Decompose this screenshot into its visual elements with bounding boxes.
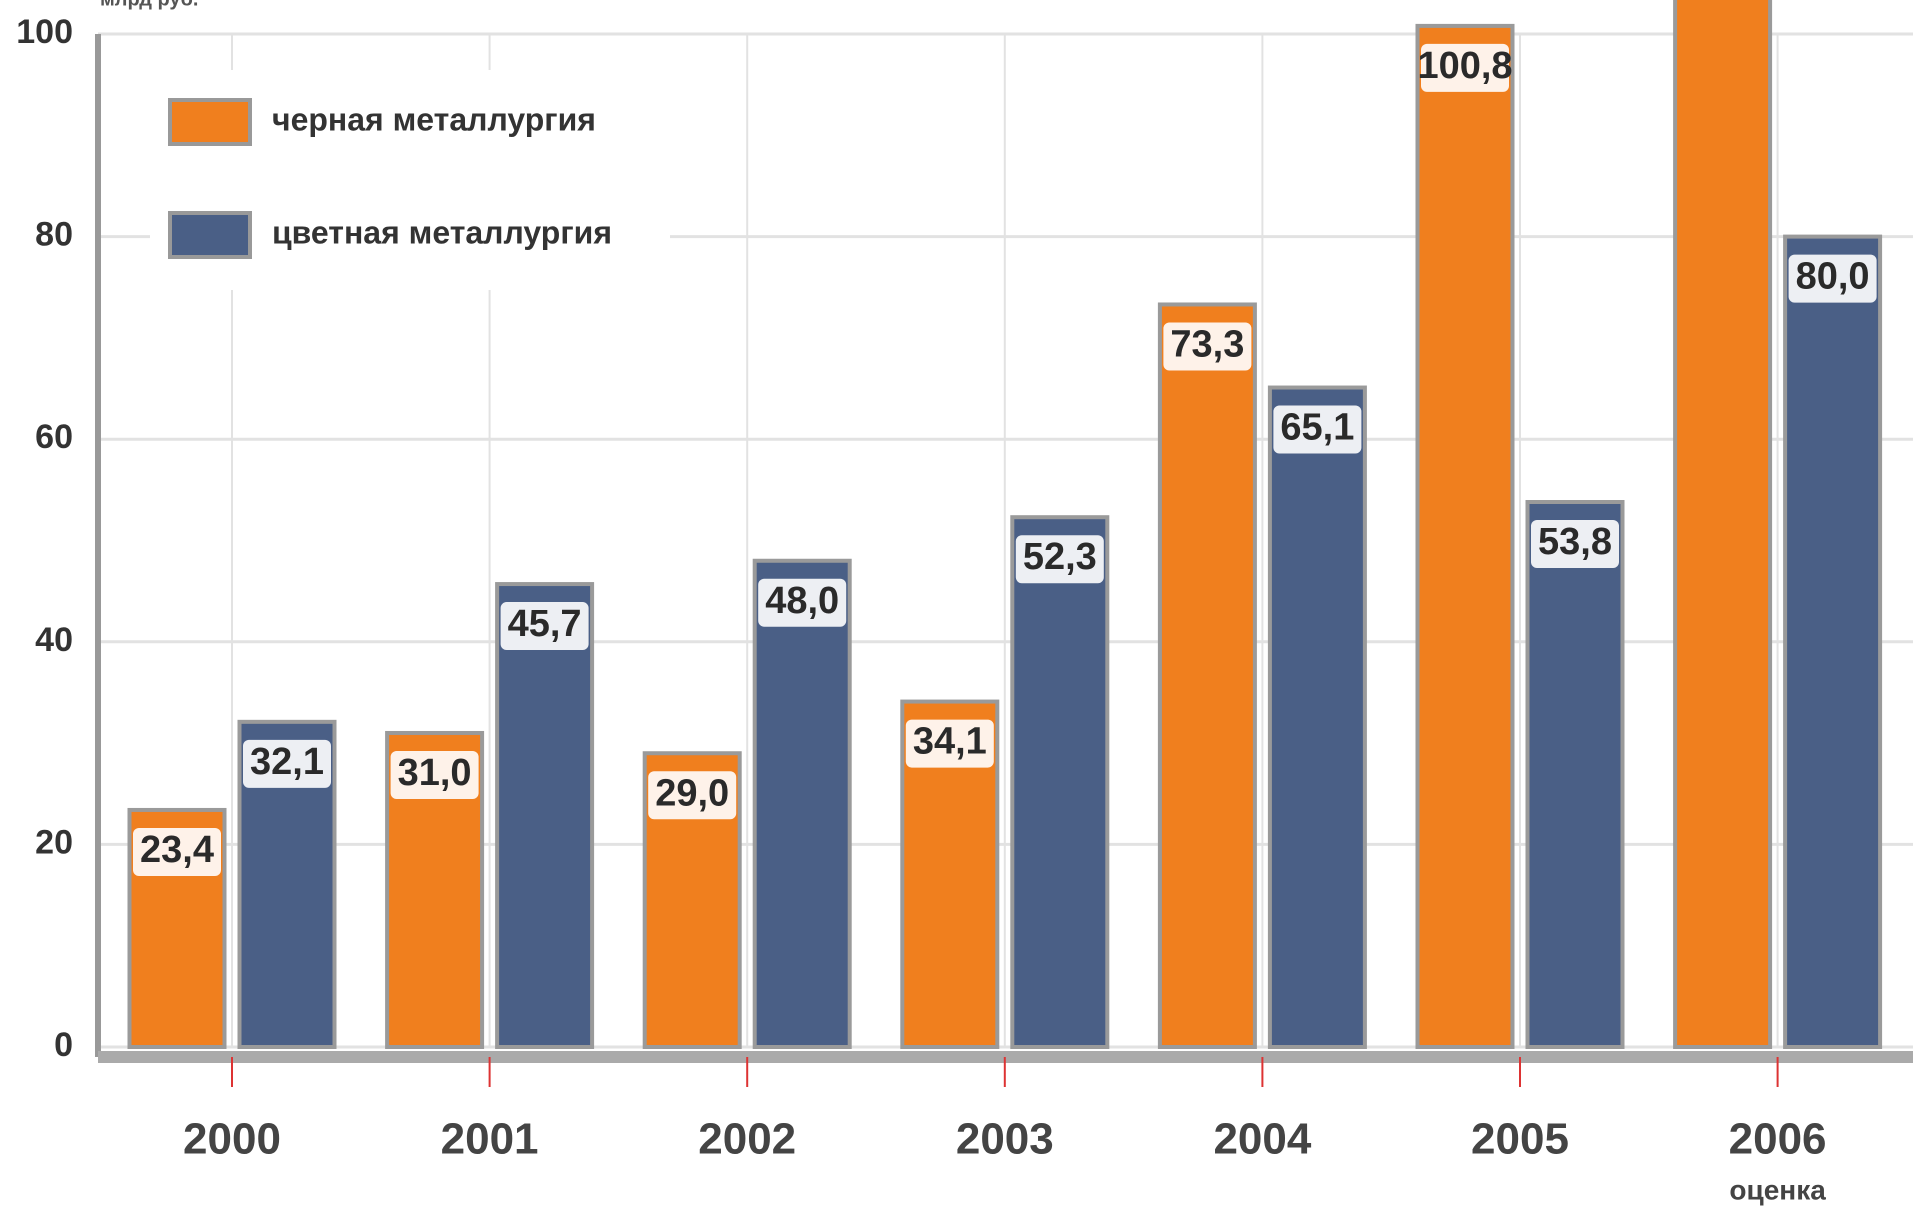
- y-tick-label: 80: [35, 216, 73, 254]
- bar: [1673, 0, 1773, 1049]
- x-tick-label: 2001: [441, 1115, 539, 1164]
- x-tick-label: 2006: [1729, 1115, 1827, 1164]
- category-note: оценка: [1729, 1174, 1826, 1205]
- value-label-bg: [905, 719, 994, 768]
- legend-label: цветная металлургия: [272, 214, 612, 250]
- value-label: 80,0: [1796, 256, 1870, 298]
- value-label-bg: [133, 827, 221, 876]
- value-label-bg: [1421, 43, 1509, 92]
- value-label: 52,3: [1023, 536, 1097, 578]
- value-label: 48,0: [765, 580, 839, 622]
- y-tick-label: 0: [54, 1026, 73, 1064]
- legend-swatch: [168, 98, 252, 146]
- value-label: 53,8: [1538, 521, 1612, 563]
- value-label-bg: [648, 771, 737, 820]
- value-label-bg: [1788, 254, 1877, 303]
- bar: [495, 582, 595, 1050]
- value-label-bg: [1163, 322, 1252, 371]
- value-label: 65,1: [1280, 407, 1354, 449]
- value-label: 73,3: [1170, 324, 1244, 366]
- value-label-bg: [1015, 535, 1104, 584]
- value-label-bg: [243, 739, 331, 788]
- legend-swatch: [168, 211, 252, 259]
- y-axis-label: млрд руб.: [100, 0, 198, 10]
- value-label-bg: [1273, 405, 1362, 454]
- y-tick-label: 20: [35, 823, 73, 861]
- y-tick-label: 100: [16, 13, 73, 51]
- bar: [1010, 515, 1110, 1049]
- value-label: 31,0: [398, 752, 472, 794]
- x-tick-label: 2004: [1213, 1115, 1311, 1164]
- bar: [1267, 385, 1367, 1049]
- bar: [1783, 234, 1883, 1050]
- y-tick-label: 60: [35, 418, 73, 456]
- bar: [752, 558, 852, 1049]
- value-label: 29,0: [655, 772, 729, 814]
- x-tick-label: 2003: [956, 1115, 1054, 1164]
- x-tick-label: 2005: [1471, 1115, 1569, 1164]
- x-tick-label: 2002: [698, 1115, 796, 1164]
- value-label-bg: [500, 602, 589, 651]
- value-label-bg: [390, 750, 479, 799]
- value-label-bg: [1531, 520, 1619, 569]
- value-label: 32,1: [250, 741, 324, 783]
- value-label: 34,1: [913, 721, 987, 763]
- y-tick-label: 40: [35, 621, 73, 659]
- bar: [1415, 23, 1515, 1050]
- bar: [1525, 500, 1625, 1050]
- value-label: 45,7: [508, 603, 582, 645]
- value-label: 23,4: [140, 829, 214, 871]
- value-label: 100,8: [1417, 45, 1512, 87]
- bar: [1157, 302, 1257, 1049]
- x-tick-label: 2000: [183, 1115, 281, 1164]
- value-label-bg: [758, 578, 847, 627]
- legend-label: черная металлургия: [272, 101, 596, 137]
